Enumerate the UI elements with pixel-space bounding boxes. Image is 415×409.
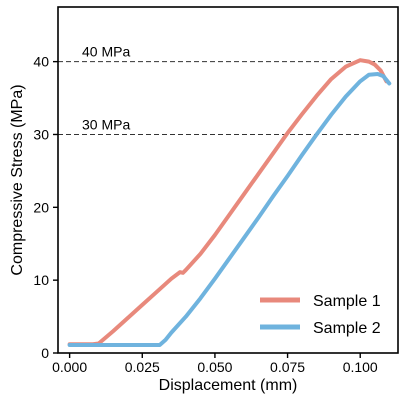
x-tick-label: 0.000 <box>52 359 87 375</box>
y-tick-label: 0 <box>41 345 49 361</box>
x-tick-label: 0.100 <box>343 359 378 375</box>
y-axis-title: Compressive Stress (MPa) <box>9 84 26 275</box>
y-axis: 0 10 20 30 40 <box>33 54 58 361</box>
x-axis: 0.000 0.025 0.050 0.075 0.100 <box>52 353 378 375</box>
reference-label-30: 30 MPa <box>82 116 130 132</box>
y-tick-label: 10 <box>33 272 49 288</box>
reference-label-40: 40 MPa <box>82 44 130 60</box>
series-line-sample-2 <box>67 72 392 347</box>
x-axis-title: Displacement (mm) <box>159 377 298 394</box>
series-lines <box>67 58 392 347</box>
y-tick-label: 30 <box>33 126 49 142</box>
plot-frame <box>57 6 399 354</box>
y-tick-label: 40 <box>33 54 49 70</box>
legend-label-sample-2: Sample 2 <box>313 320 381 337</box>
y-tick-label: 20 <box>33 199 49 215</box>
x-tick-label: 0.050 <box>197 359 232 375</box>
x-tick-label: 0.025 <box>125 359 160 375</box>
legend-label-sample-1: Sample 1 <box>313 293 381 310</box>
series-line-sample-1 <box>67 58 389 347</box>
x-tick-label: 0.075 <box>270 359 305 375</box>
reference-lines: 40 MPa 30 MPa <box>58 44 398 135</box>
legend: Sample 1 Sample 2 <box>260 293 381 337</box>
